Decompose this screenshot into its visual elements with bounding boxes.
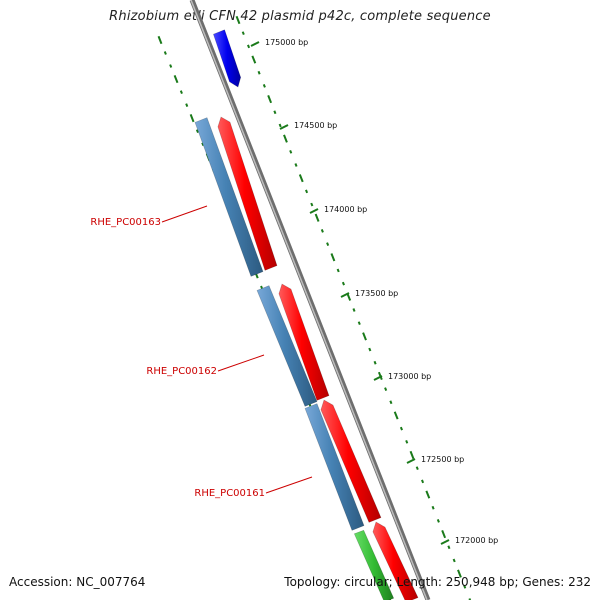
gc-mark bbox=[163, 51, 167, 55]
ruler-dot bbox=[399, 426, 403, 431]
ruler-tick bbox=[373, 375, 383, 381]
red-cds-arrow bbox=[320, 399, 382, 523]
ruler-dot bbox=[262, 84, 266, 88]
ruler-dot bbox=[241, 31, 245, 36]
ruler-dot bbox=[326, 242, 330, 246]
ruler-dot bbox=[330, 253, 336, 262]
ruler-dot bbox=[409, 450, 415, 460]
ruler-dot bbox=[362, 332, 367, 341]
ruler-dot bbox=[247, 44, 251, 49]
ruler-tick-label: 172000 bp bbox=[455, 536, 498, 545]
gene-label-leader bbox=[217, 354, 265, 372]
blue-feature-arrow bbox=[213, 29, 242, 88]
ruler-dot bbox=[257, 70, 261, 75]
gene-label: RHE_PC00163 bbox=[90, 217, 161, 228]
ruler-dot bbox=[431, 505, 435, 510]
gc-mark bbox=[189, 114, 195, 123]
gc-mark bbox=[201, 142, 205, 147]
ruler-dot bbox=[251, 55, 257, 64]
green-feature-arrow bbox=[353, 529, 395, 600]
ruler-dot bbox=[368, 347, 372, 352]
gene-label-leader bbox=[265, 476, 313, 494]
ruler-tick bbox=[340, 292, 350, 298]
topology-summary-text: Topology: circular; Length: 250,948 bp; … bbox=[284, 575, 591, 589]
gc-mark bbox=[173, 74, 179, 84]
gc-mark bbox=[185, 103, 189, 107]
ruler-tick bbox=[309, 208, 319, 214]
ruler-dot bbox=[278, 123, 282, 128]
ruler-dot bbox=[468, 598, 472, 600]
red-cds-arrow bbox=[217, 116, 278, 271]
ruler-dot bbox=[405, 439, 409, 444]
ruler-dot bbox=[393, 411, 399, 420]
ruler-tick-label: 175000 bp bbox=[265, 38, 308, 47]
ruler-dot bbox=[425, 490, 431, 499]
ruler-dot bbox=[352, 308, 356, 312]
ruler-dot bbox=[341, 281, 345, 286]
ruler-dot bbox=[436, 519, 440, 523]
gc-mark bbox=[169, 64, 173, 68]
ruler-dot bbox=[273, 110, 277, 115]
ruler-tick bbox=[250, 41, 260, 47]
ruler-dot bbox=[373, 360, 377, 365]
ruler-dot bbox=[441, 530, 447, 539]
ruler-dot bbox=[421, 479, 425, 484]
ruler-tick-label: 172500 bp bbox=[421, 455, 464, 464]
ruler-dot bbox=[310, 202, 314, 207]
steelblue-cds-arrow bbox=[256, 285, 318, 407]
ruler-dot bbox=[294, 163, 298, 167]
ruler-dot bbox=[384, 387, 388, 391]
accession-text: Accession: NC_007764 bbox=[9, 575, 146, 589]
red-cds-arrow bbox=[372, 521, 419, 600]
ruler-dot bbox=[267, 95, 273, 104]
ruler-tick bbox=[406, 458, 416, 464]
gene-label-leader bbox=[161, 205, 208, 223]
gc-mark bbox=[195, 129, 199, 134]
gc-mark bbox=[179, 90, 183, 94]
ruler-dot bbox=[457, 569, 462, 578]
red-cds-arrow bbox=[278, 283, 330, 401]
ruler-dot bbox=[314, 213, 320, 222]
ruler-dot bbox=[336, 268, 340, 273]
ruler-dot bbox=[357, 321, 361, 326]
ruler-dot bbox=[298, 174, 304, 183]
ruler-dot bbox=[289, 149, 293, 154]
ruler-dot bbox=[283, 134, 288, 143]
position-ruler: 175000 bp 174500 bp 174000 bp 173500 bp 1730… bbox=[250, 38, 498, 545]
ruler-dot bbox=[447, 545, 451, 550]
map-title: Rhizobium etli CFN 42 plasmid p42c, comp… bbox=[109, 9, 491, 24]
ruler-tick-label: 174500 bp bbox=[294, 121, 337, 130]
ruler-dot bbox=[320, 229, 324, 233]
ruler-dot bbox=[452, 558, 456, 563]
gc-mark bbox=[157, 35, 163, 45]
ruler-dot bbox=[389, 400, 393, 405]
ruler-tick-label: 174000 bp bbox=[324, 205, 367, 214]
ruler-tick bbox=[279, 124, 289, 130]
sequence-backbone bbox=[189, 0, 431, 600]
gene-label: RHE_PC00161 bbox=[194, 488, 265, 499]
ruler-dot bbox=[415, 466, 419, 471]
steelblue-cds-arrow bbox=[304, 403, 365, 531]
ruler-tick bbox=[440, 539, 450, 545]
gene-labels: RHE_PC00163 RHE_PC00162 RHE_PC00161 bbox=[90, 205, 313, 499]
steelblue-cds-arrow bbox=[194, 117, 264, 277]
ruler-tick-label: 173500 bp bbox=[355, 289, 398, 298]
ruler-dot bbox=[305, 189, 309, 194]
feature-track bbox=[194, 29, 419, 600]
gene-label: RHE_PC00162 bbox=[146, 366, 217, 377]
ruler-tick-label: 173000 bp bbox=[388, 372, 431, 381]
ruler-dot bbox=[235, 15, 241, 25]
ruler-dot bbox=[463, 584, 467, 589]
